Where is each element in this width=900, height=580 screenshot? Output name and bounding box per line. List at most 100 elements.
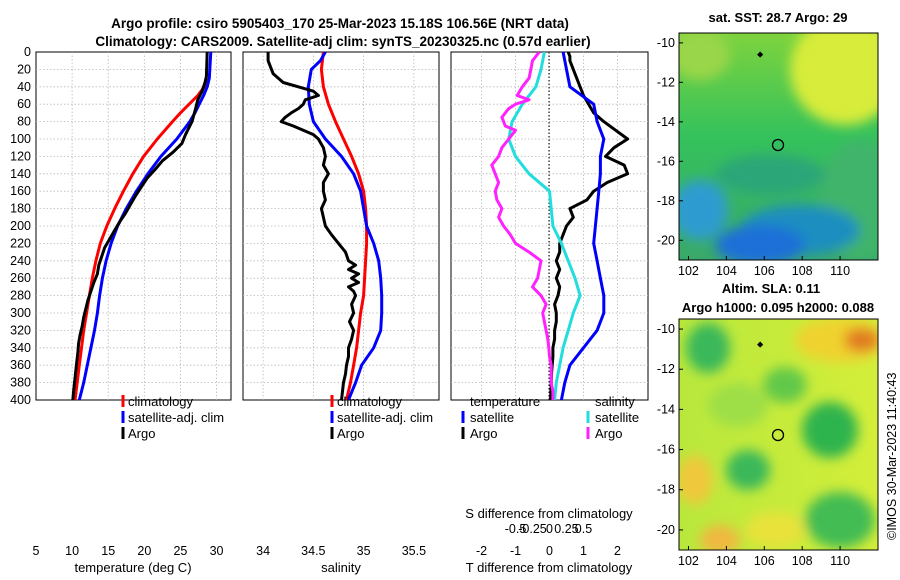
map-y-tick-label: -14 [657,115,675,129]
depth-tick-label: 280 [10,289,31,303]
depth-tick-label: 140 [10,167,31,181]
series-line-argo-temperature-diff [490,52,555,400]
x-tick-label: 35 [357,544,371,558]
map-y-tick-label: -10 [657,36,675,50]
depth-tick-label: 160 [10,184,31,198]
depth-tick-label: 40 [17,80,31,94]
s-tick-label: -0.5 [505,522,527,536]
sst-map-symbol: ⬥ [757,49,764,59]
x-tick-label: 2 [614,544,621,558]
map-x-tick-label: 102 [678,264,699,278]
series-line-satellite-salinity-diff [559,52,606,400]
sst-map-title: sat. SST: 28.7 Argo: 29 [709,10,848,25]
map-y-tick-label: -18 [657,194,675,208]
difference-panel: -2 -1 0 1 2-0.5-0.25 0 0.250.5 S difference fr… [450,51,649,575]
x-tick-label: 5 [33,544,40,558]
depth-tick-label: 100 [10,132,31,146]
series-line-climatology [73,77,209,400]
map-y-tick-label: -16 [657,154,675,168]
depth-tick-label: 380 [10,376,31,390]
legend-satellite-adj-clim: satellite-adj. clim [128,410,224,425]
sst-argo-position-marker [771,138,785,152]
temperature-legend: climatology satellite-adj. clim Argo [121,394,224,441]
x-tick-label: 1 [580,544,587,558]
map-x-tick-label: 106 [754,264,775,278]
depth-tick-label: 300 [10,306,31,320]
legend-argo: Argo [128,426,155,441]
depth-tick-label: 400 [10,393,31,407]
map-x-tick-label: 102 [678,554,699,568]
sst-map [679,33,878,260]
depth-tick-label: 320 [10,323,31,337]
legend-argo-salinity: Argo [595,426,622,441]
legend-salinity-title: salinity [595,394,635,409]
map-x-tick-label: 108 [792,264,813,278]
legend-satellite-adj-clim: satellite-adj. clim [337,410,433,425]
header-title-line1: Argo profile: csiro 5905403_170 25-Mar-2… [111,16,569,31]
temperature-panel: 5 10 15 20 25 30 temperature (deg C) [33,51,232,575]
map-x-tick-label: 110 [830,554,850,568]
series-line-satellite-adj-clim [306,52,384,400]
difference-legend: temperature satellite Argo salinity sate… [461,394,639,441]
legend-satellite-salinity: satellite [595,410,639,425]
legend-climatology: climatology [337,394,403,409]
depth-tick-label: 200 [10,219,31,233]
sla-argo-position-marker [771,428,785,442]
sla-map-title-line2: Argo h1000: 0.095 h2000: 0.088 [682,300,874,315]
sla-map-symbol: ⬥ [757,339,764,349]
series-line-argo-salinity-diff [549,52,630,400]
s-tick-label: 0 [546,522,553,536]
depth-tick-label: 340 [10,341,31,355]
map-y-tick-label: -20 [657,523,675,537]
x-tick-label: 0 [546,544,553,558]
legend-climatology: climatology [128,394,194,409]
legend-satellite-temperature: satellite [470,410,514,425]
map-x-tick-label: 104 [716,554,737,568]
salinity-axis-label: salinity [321,560,361,575]
x-tick-label: -1 [510,544,521,558]
s-tick-label: -0.25 [518,522,547,536]
s-difference-axis-label: S difference from climatology [465,506,633,521]
series-line-argo [71,52,209,400]
depth-tick-label: 120 [10,149,31,163]
map-y-tick-label: -14 [657,402,675,416]
x-tick-label: 25 [173,544,187,558]
map-x-tick-label: 110 [830,264,850,278]
sst-map-axes: 102 104 106 108 110 -10 -12 -14 -16 -18 -20 [657,36,850,278]
map-x-tick-label: 108 [792,554,813,568]
x-tick-label: 34 [256,544,270,558]
map-y-tick-label: -16 [657,443,675,457]
temperature-axis-label: temperature (deg C) [74,560,191,575]
series-line-satellite-adj-clim [77,52,213,400]
x-tick-label: 10 [65,544,79,558]
x-tick-label: -2 [476,544,487,558]
x-tick-label: 15 [101,544,115,558]
map-y-tick-label: -18 [657,483,675,497]
sla-map-title-line1: Altim. SLA: 0.11 [722,281,820,296]
depth-tick-label: 60 [17,97,31,111]
salinity-legend: climatology satellite-adj. clim Argo [330,394,433,441]
legend-temperature-title: temperature [470,394,540,409]
series-line-argo [266,52,361,400]
depth-tick-label: 20 [17,62,31,76]
x-tick-label: 35.5 [402,544,426,558]
legend-argo: Argo [337,426,364,441]
series-line-satellite-temperature-diff [507,52,582,400]
map-y-tick-label: -12 [657,75,675,89]
legend-argo-temperature: Argo [470,426,497,441]
depth-tick-label: 0 [24,45,31,59]
x-tick-label: 34.5 [301,544,325,558]
x-tick-label: 20 [137,544,151,558]
depth-tick-label: 220 [10,236,31,250]
depth-tick-label: 240 [10,254,31,268]
s-tick-label: 0.5 [575,522,592,536]
depth-tick-label: 360 [10,358,31,372]
map-y-tick-label: -20 [657,233,675,247]
depth-axis: 0 20 40 60 80 100 120 140 160 180 200 220 240 260 280 3… [10,45,31,407]
sla-map-axes: 102 104 106 108 110 -10 -12 -14 -16 -18 -20 [657,322,850,568]
map-y-tick-label: -10 [657,322,675,336]
map-y-tick-label: -12 [657,362,675,376]
s-tick-label: 0.25 [554,522,578,536]
x-tick-label: 30 [210,544,224,558]
depth-tick-label: 180 [10,202,31,216]
